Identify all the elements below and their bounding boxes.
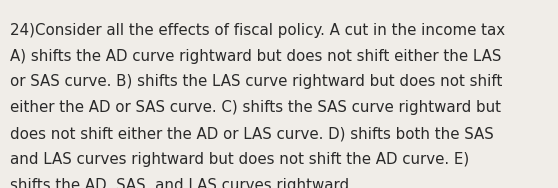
Text: A) shifts the AD curve rightward but does not shift either the LAS: A) shifts the AD curve rightward but doe… bbox=[10, 49, 502, 64]
Text: and LAS curves rightward but does not shift the AD curve. E): and LAS curves rightward but does not sh… bbox=[10, 152, 469, 167]
Text: shifts the AD, SAS, and LAS curves rightward.: shifts the AD, SAS, and LAS curves right… bbox=[10, 178, 354, 188]
Text: does not shift either the AD or LAS curve. D) shifts both the SAS: does not shift either the AD or LAS curv… bbox=[10, 126, 494, 141]
Text: either the AD or SAS curve. C) shifts the SAS curve rightward but: either the AD or SAS curve. C) shifts th… bbox=[10, 100, 501, 115]
Text: or SAS curve. B) shifts the LAS curve rightward but does not shift: or SAS curve. B) shifts the LAS curve ri… bbox=[10, 74, 502, 89]
Text: 24)Consider all the effects of fiscal policy. A cut in the income tax: 24)Consider all the effects of fiscal po… bbox=[10, 23, 505, 38]
